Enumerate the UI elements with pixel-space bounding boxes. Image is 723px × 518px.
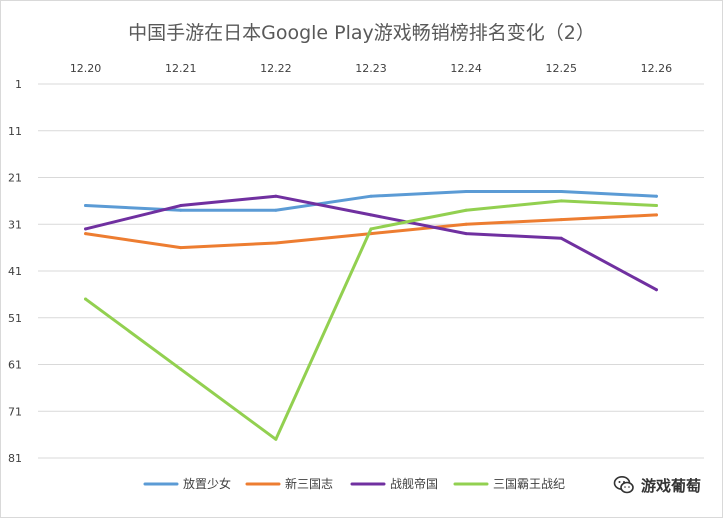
data-point [179, 204, 183, 208]
data-point [654, 204, 658, 208]
x-tick-label: 12.25 [546, 62, 578, 75]
x-tick-label: 12.20 [70, 62, 102, 75]
watermark: 游戏葡萄 [608, 472, 705, 498]
legend-label: 战舰帝国 [390, 476, 438, 491]
legend-label: 放置少女 [183, 476, 231, 491]
data-point [464, 222, 468, 226]
data-point [84, 227, 88, 231]
data-point [464, 208, 468, 212]
data-point [179, 367, 183, 371]
data-point [369, 227, 373, 231]
data-point [369, 194, 373, 198]
data-point [274, 208, 278, 212]
data-point [84, 232, 88, 236]
wechat-icon [613, 476, 634, 494]
x-tick-label: 12.24 [450, 62, 482, 75]
data-point [654, 194, 658, 198]
data-point [464, 190, 468, 194]
data-point [654, 288, 658, 292]
data-point [274, 241, 278, 245]
series-line [84, 199, 658, 441]
x-tick-label: 12.23 [355, 62, 387, 75]
y-tick-label: 31 [8, 218, 22, 231]
y-tick-label: 21 [8, 172, 22, 185]
series-layer [84, 190, 658, 441]
y-tick-label: 51 [8, 312, 22, 325]
data-point [559, 218, 563, 222]
y-tick-label: 41 [8, 265, 22, 278]
data-point [559, 190, 563, 194]
y-tick-label: 11 [8, 125, 22, 138]
data-point [84, 204, 88, 208]
data-point [464, 232, 468, 236]
data-point [84, 297, 88, 301]
data-point [369, 213, 373, 217]
x-tick-label: 12.26 [641, 62, 673, 75]
y-tick-label: 71 [8, 405, 22, 418]
legend-label: 三国霸王战纪 [493, 477, 565, 491]
data-point [274, 437, 278, 441]
x-tick-label: 12.21 [165, 62, 197, 75]
watermark-text: 游戏葡萄 [640, 476, 701, 495]
legend: 放置少女 新三国志 战舰帝国 三国霸王战纪 [143, 476, 565, 491]
data-point [559, 236, 563, 240]
y-tick-label: 81 [8, 452, 22, 465]
data-point [274, 194, 278, 198]
data-point [179, 208, 183, 212]
y-tick-label: 1 [15, 78, 22, 91]
data-point [654, 213, 658, 217]
chart-title: 中国手游在日本Google Play游戏畅销榜排名变化（2） [128, 22, 595, 44]
legend-label: 新三国志 [285, 476, 333, 491]
data-point [559, 199, 563, 203]
data-point [179, 246, 183, 250]
x-tick-label: 12.22 [260, 62, 292, 75]
y-tick-label: 61 [8, 359, 22, 372]
